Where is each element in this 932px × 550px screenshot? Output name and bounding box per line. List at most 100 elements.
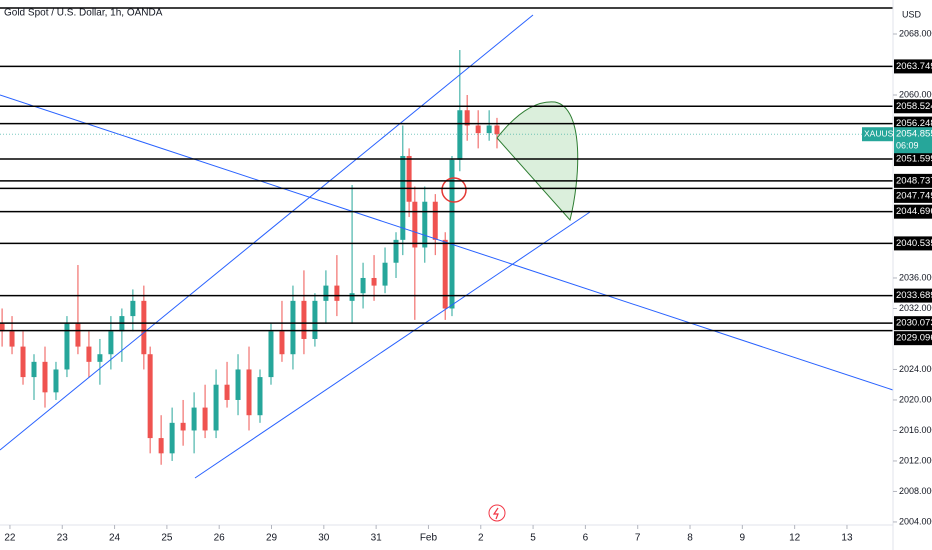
candle-body: [147, 354, 153, 439]
x-tick-label: Feb: [420, 533, 438, 544]
candle-body: [64, 323, 70, 370]
level-label: 2029.096: [896, 333, 932, 344]
highlight-circle: [441, 177, 467, 203]
candle-body: [412, 201, 418, 248]
level-label: 2063.749: [896, 61, 932, 72]
x-tick-label: 23: [57, 533, 69, 544]
x-tick-label: 5: [530, 533, 536, 544]
candle-body: [406, 155, 412, 202]
level-label-box: [894, 316, 932, 331]
currency: USD: [902, 9, 922, 19]
candle-body: [400, 155, 406, 240]
candle-body: [213, 384, 219, 431]
candle-body: [97, 354, 103, 362]
candle-body: [31, 361, 37, 378]
candle-body: [486, 125, 492, 134]
y-tick-label: 2036.000: [899, 272, 932, 282]
candle-body: [371, 277, 377, 286]
level-label: 2030.073: [896, 318, 932, 329]
level-label: 2033.689: [896, 290, 932, 301]
last-price-box: [894, 127, 932, 154]
level-label: 2051.599: [896, 154, 932, 165]
level-label: 2047.749: [896, 190, 932, 201]
candle-body: [224, 384, 230, 400]
axes: 2068.000 2060.000 2036.000 2032.000 2024.000…: [0, 28, 932, 544]
level-label-box: [894, 236, 932, 251]
x-tick-label: 6: [583, 533, 589, 544]
forecast-shape: [496, 101, 579, 222]
event-icon[interactable]: [488, 504, 506, 522]
candle-body: [494, 125, 500, 135]
y-tick-label: 2032.000: [899, 303, 932, 313]
level-label-box: [894, 152, 932, 167]
levels: 2063.749 2058.524 2056.248 2051.599 2048.737…: [0, 59, 932, 346]
last-price-label: 2054.855: [896, 129, 932, 140]
x-tick-label: 2: [478, 533, 484, 544]
candle-body: [191, 407, 197, 431]
level-label-box: [894, 59, 932, 74]
candle-body: [9, 331, 15, 347]
candle-body: [334, 285, 340, 301]
symbol-box: [862, 127, 893, 142]
candles: [0, 50, 500, 465]
candle-body: [312, 300, 318, 339]
y-tick-label: 2004.000: [899, 516, 932, 526]
trendlines: [0, 14, 894, 479]
candle-body: [382, 262, 388, 286]
x-tick-label: 9: [740, 533, 746, 544]
x-tick-label: 29: [266, 533, 278, 544]
candle-body: [393, 239, 399, 263]
candle-body: [268, 331, 274, 378]
x-tick-label: 13: [841, 533, 853, 544]
level-label: 2058.524: [896, 101, 932, 112]
candle-body: [202, 407, 208, 431]
level-label-box: [894, 116, 932, 131]
candle-body: [169, 422, 175, 454]
chart-title: Gold Spot / U.S. Dollar, 1h, OANDA: [4, 8, 163, 19]
level-label-box: [894, 204, 932, 219]
countdown-label: 06:09: [896, 141, 919, 151]
candle-body: [442, 239, 448, 309]
candle-body: [158, 438, 164, 454]
x-tick-label: 22: [4, 533, 16, 544]
y-tick-label: 2008.000: [899, 486, 932, 496]
candle-body: [20, 346, 26, 378]
candle-body: [257, 377, 263, 416]
candle-body: [108, 331, 114, 355]
candle-body: [457, 110, 463, 160]
y-tick-label: 2016.000: [899, 425, 932, 435]
x-tick-label: 30: [318, 533, 330, 544]
level-label: 2044.696: [896, 206, 932, 217]
candle-body: [432, 201, 438, 240]
x-tick-label: 24: [109, 533, 121, 544]
channel-lower: [194, 211, 591, 479]
candle-body: [349, 293, 355, 301]
candle-body: [422, 201, 428, 248]
x-tick-label: 26: [214, 533, 226, 544]
candle-body: [279, 331, 285, 355]
candle-body: [180, 422, 186, 431]
candle-body: [301, 300, 307, 339]
level-label: 2048.737: [896, 175, 932, 186]
candle-body: [449, 159, 455, 309]
y-tick-label: 2020.000: [899, 394, 932, 404]
candle-body: [86, 346, 92, 362]
candle-body: [323, 285, 329, 301]
candle-body: [464, 110, 470, 126]
candle-body: [53, 369, 59, 393]
level-label: 2056.248: [896, 118, 932, 129]
descending-line: [0, 94, 894, 391]
candle-body: [235, 369, 241, 400]
x-tick-label: 12: [789, 533, 801, 544]
level-label: 2040.535: [896, 238, 932, 249]
level-label-box: [894, 173, 932, 188]
x-tick-label: 31: [371, 533, 383, 544]
x-tick-label: 7: [635, 533, 641, 544]
level-label-box: [894, 188, 932, 203]
level-label-box: [894, 288, 932, 303]
candle-body: [246, 369, 252, 416]
candle-body: [475, 125, 481, 134]
event-icon-bolt: [492, 507, 499, 520]
